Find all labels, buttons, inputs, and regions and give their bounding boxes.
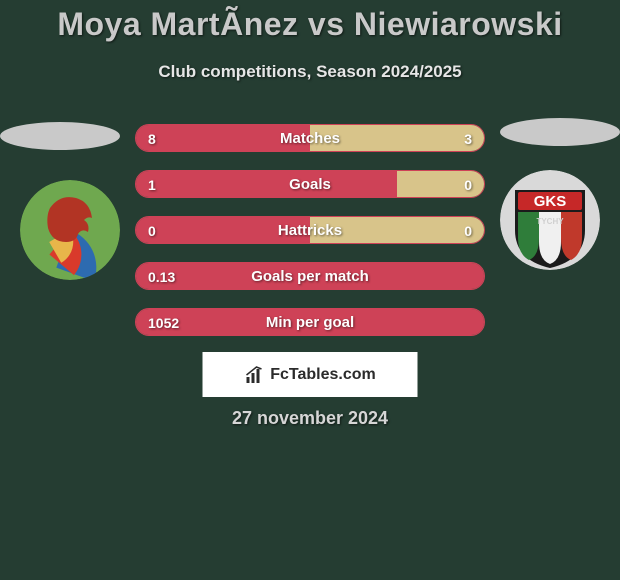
svg-text:TYCHY: TYCHY (536, 217, 564, 226)
team-logo-left-svg (20, 180, 120, 280)
page-title: Moya MartÃ­nez vs Niewiarowski (0, 6, 620, 43)
team-logo-right: GKS TYCHY (500, 170, 600, 270)
svg-text:GKS: GKS (534, 193, 567, 210)
stat-bars: 83Matches 10Goals 00Hattricks 0.13Goals per… (135, 124, 485, 354)
team-logo-left (20, 180, 120, 280)
brand-label: FcTables.com (270, 366, 376, 384)
stat-row: 10Goals (135, 170, 485, 198)
stat-row: 1052Min per goal (135, 308, 485, 336)
stat-label: Goals (136, 171, 484, 198)
stat-label: Matches (136, 125, 484, 152)
stat-row: 00Hattricks (135, 216, 485, 244)
stat-row: 0.13Goals per match (135, 262, 485, 290)
brand-box: FcTables.com (203, 352, 418, 397)
page-subtitle: Club competitions, Season 2024/2025 (0, 62, 620, 82)
stat-label: Min per goal (136, 309, 484, 336)
stat-row: 83Matches (135, 124, 485, 152)
stat-label: Goals per match (136, 263, 484, 290)
team-logo-right-svg: GKS TYCHY (500, 170, 600, 270)
shadow-ellipse-right (500, 118, 620, 146)
stat-label: Hattricks (136, 217, 484, 244)
date-label: 27 november 2024 (0, 408, 620, 429)
shadow-ellipse-left (0, 122, 120, 150)
brand-chart-icon (244, 365, 264, 385)
